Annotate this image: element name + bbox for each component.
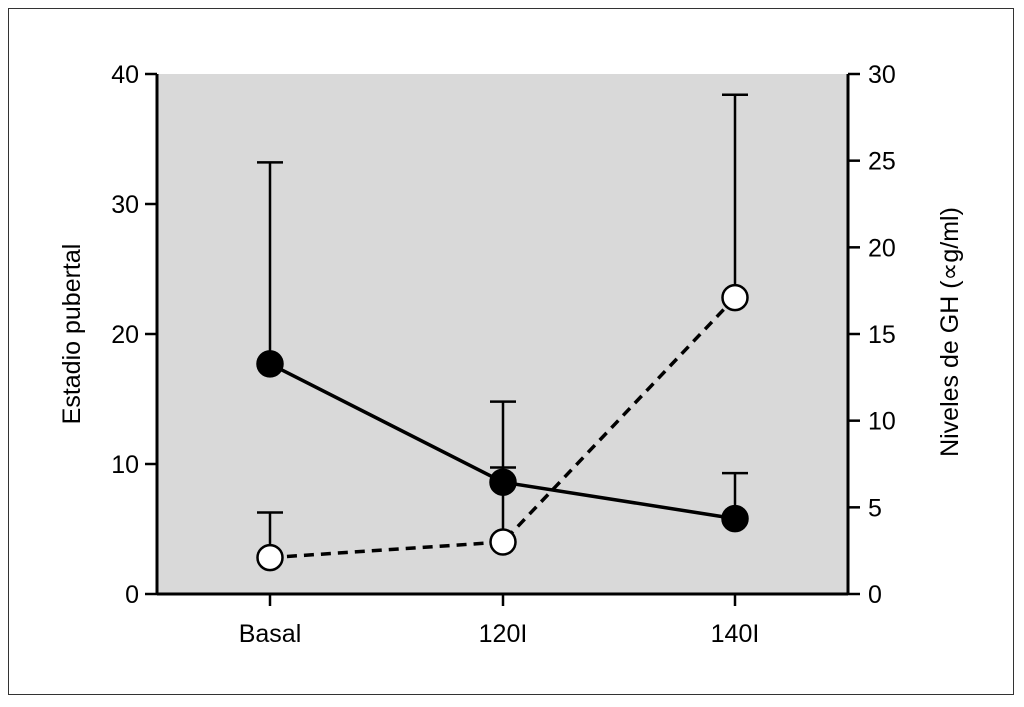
y-left-tick-label: 20 (111, 321, 139, 349)
y-right-tick-label: 15 (868, 321, 896, 349)
y-axis-right-title: Niveles de GH (∝g/ml) (936, 207, 964, 457)
chart-axes: 0 10 20 30 40 0 5 10 15 20 25 30 Basal 120I 140I (111, 61, 896, 648)
data-point-open (721, 283, 749, 312)
series-line (269, 296, 737, 560)
y-axis-left-title: Estadio pubertal (58, 244, 86, 425)
x-tick-label: 120I (479, 620, 528, 648)
y-left-tick-label: 10 (111, 451, 139, 479)
x-tick-label: 140I (711, 620, 760, 648)
x-tick-label: Basal (239, 620, 302, 648)
data-point-filled (721, 504, 749, 533)
data-point-filled (489, 468, 517, 496)
figure-frame (8, 8, 1014, 695)
chart-marks (256, 93, 749, 572)
data-point-open (489, 528, 517, 556)
y-right-tick-label: 25 (868, 148, 896, 176)
y-left-tick-label: 0 (125, 581, 139, 609)
y-right-tick-label: 20 (868, 234, 896, 262)
y-right-tick-label: 0 (868, 581, 882, 609)
data-point-filled (256, 350, 284, 378)
y-left-tick-label: 40 (111, 61, 139, 89)
y-right-tick-label: 10 (868, 408, 896, 436)
y-left-tick-label: 30 (111, 191, 139, 219)
y-right-tick-label: 30 (868, 61, 896, 89)
data-point-open (256, 543, 284, 572)
y-right-tick-label: 5 (868, 494, 882, 522)
